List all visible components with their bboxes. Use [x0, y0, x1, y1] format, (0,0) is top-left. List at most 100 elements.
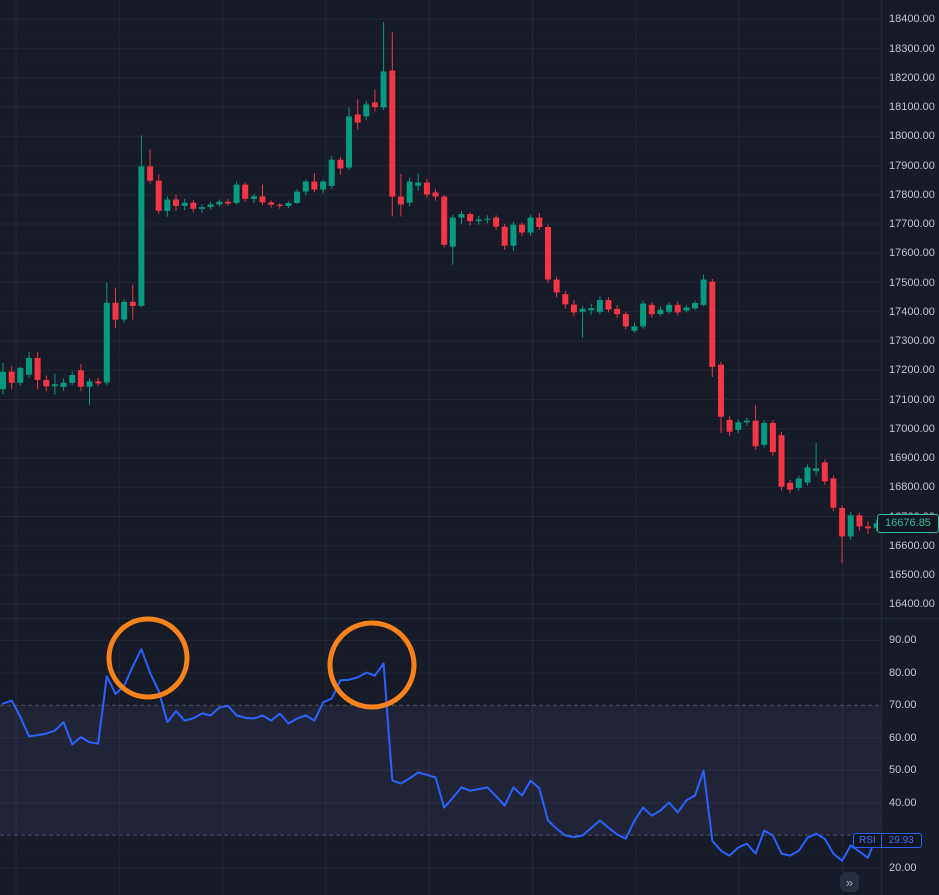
candle-body — [328, 159, 335, 186]
candle-body — [34, 358, 41, 380]
candle-body — [0, 371, 6, 390]
candle-body — [804, 467, 811, 483]
candle-body — [51, 384, 58, 387]
last-price-label: 16676.85 — [877, 514, 939, 533]
rsi-tick-label: 50.00 — [889, 764, 917, 777]
price-tick-label: 18200.00 — [889, 71, 935, 84]
candle-body — [692, 303, 698, 309]
candle-body — [380, 71, 387, 108]
price-tick-label: 17200.00 — [889, 364, 935, 377]
price-tick-label: 16500.00 — [889, 569, 935, 581]
candle-body — [276, 204, 283, 206]
candle-body — [268, 202, 275, 205]
candle-body — [570, 304, 577, 313]
candle-body — [432, 192, 439, 197]
candle-body — [510, 224, 517, 246]
price-tick-label: 16800.00 — [889, 481, 935, 494]
candle-body — [519, 224, 525, 233]
candle-body — [415, 182, 422, 186]
price-tick-label: 18300.00 — [889, 42, 935, 55]
candle-body — [363, 104, 370, 117]
double-chevron-right-icon: » — [845, 874, 854, 890]
price-tick-label: 17900.00 — [889, 159, 935, 172]
candle-body — [795, 478, 802, 488]
candle-body — [354, 114, 361, 123]
candle-body — [458, 214, 465, 218]
candle-body — [579, 308, 586, 312]
candle-body — [17, 367, 24, 383]
candle-body — [709, 281, 716, 367]
candle-body — [718, 364, 724, 417]
candle-body — [181, 202, 188, 206]
candle-body — [743, 420, 750, 423]
candle-body — [233, 184, 240, 203]
candle-body — [449, 217, 456, 247]
rsi-axis[interactable]: 90.00 80.00 70.00 60.00 50.00 40.00 20.00 — [882, 0, 939, 895]
candle-body — [856, 515, 863, 527]
expand-pane-button[interactable]: » — [840, 872, 859, 892]
candle-body — [657, 309, 664, 315]
candle-body — [242, 184, 249, 199]
candle-body — [155, 180, 162, 211]
candles-layer — [0, 22, 880, 563]
price-tick-label: 17300.00 — [889, 335, 935, 347]
candle-body — [173, 199, 179, 206]
candle-body — [605, 300, 612, 310]
candle-body — [588, 308, 595, 311]
candle-body — [371, 102, 378, 108]
candle-body — [147, 166, 154, 181]
candle-body — [527, 217, 534, 233]
price-tick-label: 18400.00 — [889, 13, 935, 26]
price-tick-label: 17500.00 — [889, 276, 935, 289]
rsi-tick-label: 90.00 — [889, 634, 917, 647]
candle-body — [129, 301, 136, 306]
candle-body — [112, 302, 119, 320]
candle-body — [389, 70, 396, 197]
grid-layer — [0, 0, 881, 895]
candle-body — [467, 214, 474, 222]
rsi-tick-label: 70.00 — [889, 699, 917, 712]
candle-body — [77, 370, 84, 387]
candle-body — [596, 300, 603, 312]
candle-body — [839, 508, 846, 537]
candle-body — [752, 420, 759, 447]
candle-body — [250, 196, 257, 199]
candle-body — [735, 422, 742, 430]
candle-body — [553, 279, 560, 293]
candle-body — [769, 422, 776, 453]
candle-body — [259, 196, 266, 203]
candle-body — [648, 304, 655, 315]
candle-body — [726, 420, 733, 432]
candle-body — [294, 191, 301, 203]
candle-body — [484, 218, 491, 220]
candle-body — [8, 371, 15, 383]
overbought-circle-annotation[interactable] — [327, 620, 417, 710]
price-tick-label: 17400.00 — [889, 305, 935, 318]
candle-body — [873, 523, 880, 529]
overbought-circle-annotation[interactable] — [106, 616, 190, 700]
candle-body — [423, 182, 430, 195]
candle-body — [631, 326, 638, 331]
candle-body — [69, 375, 76, 383]
candle-body — [865, 526, 871, 529]
candle-body — [397, 196, 404, 205]
candle-body — [311, 181, 318, 190]
rsi-tick-label: 20.00 — [889, 861, 917, 874]
candle-body — [778, 435, 785, 487]
candle-body — [285, 203, 292, 206]
candle-body — [475, 219, 482, 222]
candle-body — [26, 358, 32, 375]
candle-body — [674, 304, 681, 313]
candle-body — [761, 422, 768, 445]
candle-body — [43, 379, 50, 387]
rsi-tick-label: 80.00 — [889, 666, 917, 679]
candle-body — [207, 204, 214, 207]
candle-body — [640, 303, 647, 327]
rsi-tick-label: 40.00 — [889, 796, 917, 809]
candle-body — [60, 382, 67, 387]
price-tick-label: 18000.00 — [889, 130, 935, 143]
candle-body — [121, 301, 128, 320]
candle-body — [86, 381, 93, 387]
candle-body — [190, 202, 197, 209]
